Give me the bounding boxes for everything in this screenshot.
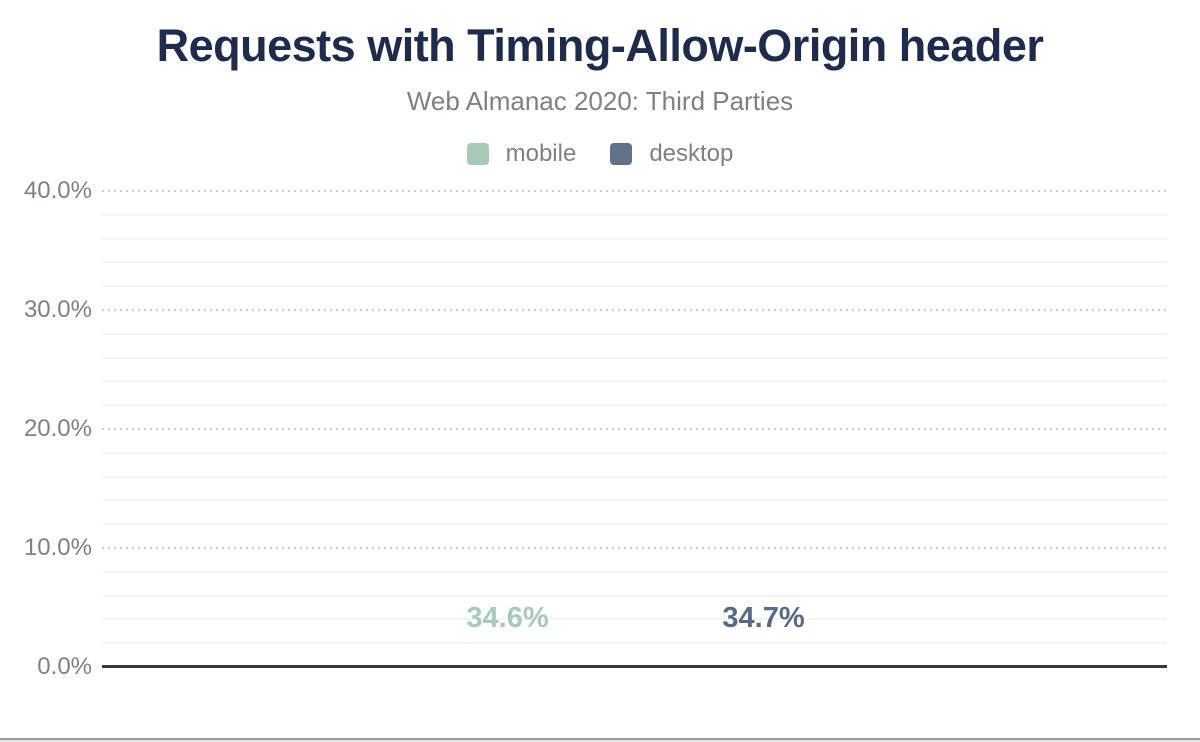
minor-gridline [102, 213, 1167, 216]
mobile-series-swatch [466, 143, 489, 165]
y-tick-label: 0.0% [37, 653, 92, 680]
minor-gridline [102, 261, 1167, 264]
x-axis-line [102, 665, 1167, 668]
minor-gridline [102, 285, 1167, 288]
minor-gridline [102, 380, 1167, 383]
major-gridline [102, 190, 1167, 192]
minor-gridline [102, 451, 1167, 454]
legend-item-desktop: desktop [610, 140, 733, 168]
legend: mobile desktop [0, 140, 1200, 168]
y-tick-label: 10.0% [23, 534, 92, 561]
y-tick-label: 30.0% [23, 296, 92, 323]
plot-area: 0.0% 10.0% 20.0% 30.0% 40.0% 34.6% 34.7% [24, 177, 1167, 680]
minor-gridline [102, 523, 1167, 526]
legend-label-mobile: mobile [505, 140, 577, 167]
minor-gridline [102, 642, 1167, 645]
minor-gridline [102, 332, 1167, 335]
minor-gridline [102, 570, 1167, 573]
minor-gridline [102, 404, 1167, 407]
bottom-border-shade [0, 740, 1200, 742]
minor-gridline [102, 594, 1167, 597]
bottom-border [0, 738, 1200, 740]
minor-gridline [102, 618, 1167, 621]
bar-value-desktop: 34.7% [722, 602, 805, 634]
minor-gridline [102, 475, 1167, 478]
major-gridline [102, 428, 1167, 430]
legend-item-mobile: mobile [466, 140, 577, 168]
bar-value-mobile: 34.6% [466, 602, 549, 634]
chart-subtitle: Web Almanac 2020: Third Parties [406, 86, 794, 116]
y-tick-label: 20.0% [23, 415, 92, 442]
chart-title: Requests with Timing-Allow-Origin header [156, 20, 1044, 71]
desktop-series-swatch [610, 143, 633, 165]
minor-gridline [102, 237, 1167, 240]
major-gridline [102, 309, 1167, 311]
y-tick-label: 40.0% [23, 177, 92, 204]
legend-label-desktop: desktop [649, 140, 734, 167]
major-gridline [102, 547, 1167, 549]
minor-gridline [102, 499, 1167, 502]
minor-gridline [102, 356, 1167, 359]
